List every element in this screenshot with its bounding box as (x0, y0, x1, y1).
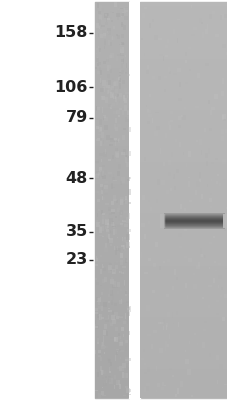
Text: 35: 35 (65, 224, 87, 240)
Text: 48: 48 (65, 170, 87, 186)
Text: 106: 106 (54, 80, 87, 95)
Text: 23: 23 (65, 252, 87, 268)
Text: 158: 158 (54, 25, 87, 40)
Text: 79: 79 (65, 110, 87, 126)
